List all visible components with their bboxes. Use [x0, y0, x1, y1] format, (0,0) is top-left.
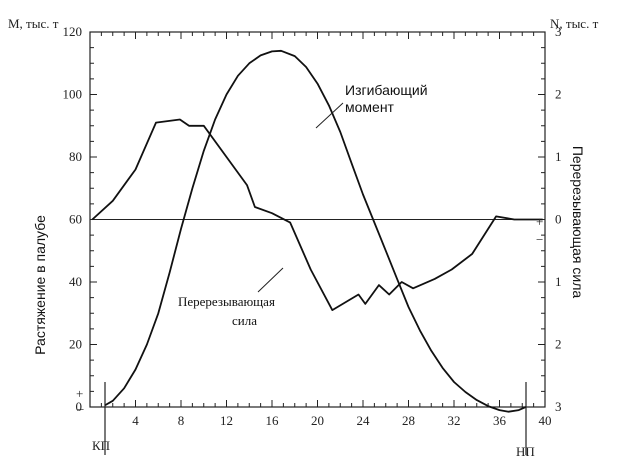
- x-tick-label: 24: [357, 413, 371, 428]
- left-axis-title: M, тыс. т: [8, 16, 59, 31]
- bending-moment-line: [104, 49, 527, 413]
- x-tick-label: 16: [266, 413, 280, 428]
- x-tick-label: 40: [539, 413, 552, 428]
- y-right-tick-labels: 3 2 1 0 1 2 3: [555, 24, 562, 414]
- y-left-tick-label: 120: [63, 24, 83, 39]
- left-axis-label: Растяжение в палубе: [32, 215, 48, 355]
- x-tick-label: 36: [493, 413, 507, 428]
- y-right-tick-label: 0: [555, 212, 562, 227]
- plus-right-mark: +: [536, 214, 543, 229]
- y-left-tick-label: 100: [63, 87, 83, 102]
- station-end-label: НП: [516, 444, 535, 459]
- y-right-tick-label: 1: [555, 149, 562, 164]
- right-axis-label: Перерезывающая сила: [570, 146, 586, 298]
- x-tick-label: 32: [448, 413, 461, 428]
- shear-annotation-line2: сила: [232, 313, 257, 328]
- y-left-tick-label: 0: [76, 399, 83, 414]
- x-tick-label: 12: [220, 413, 233, 428]
- y-right-tick-label: 3: [555, 24, 562, 39]
- minus-right-mark: −: [536, 232, 543, 247]
- y-right-tick-label: 1: [555, 274, 562, 289]
- shear-force-line: [91, 118, 543, 311]
- moment-annotation-line1: Изгибающий: [345, 82, 428, 98]
- right-axis-title: N, тыс. т: [550, 16, 599, 31]
- plot-frame: [89, 31, 546, 408]
- series-lines: [91, 49, 543, 413]
- x-tick-label: 28: [402, 413, 415, 428]
- x-tick-label: 8: [178, 413, 185, 428]
- y-right-tick-label: 2: [555, 337, 562, 352]
- minus-left-mark: −: [77, 402, 84, 417]
- moment-leader-line: [315, 102, 344, 129]
- y-right-tick-label: 3: [555, 399, 562, 414]
- y-left-tick-label: 60: [69, 212, 82, 227]
- x-tick-label: 20: [311, 413, 324, 428]
- x-tick-labels: 4 8 12 16 20 24 28 32 36 40: [132, 413, 551, 428]
- moment-annotation-line2: момент: [345, 99, 395, 115]
- shear-leader-line: [257, 267, 284, 293]
- station-start-label: КП: [92, 438, 110, 453]
- shear-annotation-line1: Перерезывающая: [178, 294, 275, 309]
- y-right-tick-label: 2: [555, 87, 562, 102]
- y-left-tick-label: 80: [69, 149, 82, 164]
- x-tick-label: 4: [132, 413, 139, 428]
- y-left-tick-label: 20: [69, 337, 82, 352]
- y-left-tick-labels: 0 20 40 60 80 100 120: [63, 24, 83, 414]
- y-left-tick-label: 40: [69, 274, 82, 289]
- plus-left-mark: +: [76, 386, 83, 401]
